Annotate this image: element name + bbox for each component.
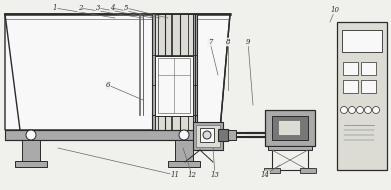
Bar <box>343 62 358 75</box>
Bar <box>5 130 230 140</box>
Text: 10: 10 <box>330 6 339 14</box>
Bar <box>158 58 190 113</box>
Text: 3: 3 <box>96 4 100 12</box>
Text: 5: 5 <box>124 4 128 12</box>
Bar <box>264 168 280 173</box>
Text: 13: 13 <box>210 171 219 179</box>
Bar <box>265 110 315 146</box>
Bar <box>22 140 40 162</box>
Bar <box>155 14 193 130</box>
Circle shape <box>203 131 211 139</box>
Circle shape <box>357 107 364 113</box>
Bar <box>168 161 200 167</box>
Bar <box>218 129 228 141</box>
Bar <box>361 80 376 93</box>
Bar <box>361 62 376 75</box>
Text: 1: 1 <box>53 4 57 12</box>
Bar <box>343 80 358 93</box>
Bar <box>175 140 193 162</box>
Text: 2: 2 <box>78 4 82 12</box>
Circle shape <box>348 107 355 113</box>
Bar <box>272 116 308 140</box>
Bar <box>300 168 316 173</box>
Text: 11: 11 <box>170 171 179 179</box>
Polygon shape <box>8 19 225 130</box>
Text: 7: 7 <box>208 38 212 46</box>
Text: 14: 14 <box>260 171 269 179</box>
Circle shape <box>373 107 380 113</box>
Bar <box>15 161 47 167</box>
Bar <box>193 122 223 150</box>
Circle shape <box>341 107 348 113</box>
Bar <box>155 56 193 116</box>
Bar <box>268 146 312 150</box>
Text: 12: 12 <box>188 171 197 179</box>
Bar <box>200 128 214 142</box>
Bar <box>337 22 387 170</box>
Text: 6: 6 <box>106 81 110 89</box>
Circle shape <box>364 107 371 113</box>
Bar <box>196 125 220 147</box>
Circle shape <box>179 130 189 140</box>
Text: 4: 4 <box>110 4 114 12</box>
Bar <box>278 120 300 135</box>
Polygon shape <box>5 14 230 130</box>
Bar <box>342 30 382 52</box>
Bar <box>228 130 236 140</box>
Bar <box>152 14 197 130</box>
Text: 8: 8 <box>226 38 230 46</box>
Text: 9: 9 <box>246 38 250 46</box>
Circle shape <box>26 130 36 140</box>
